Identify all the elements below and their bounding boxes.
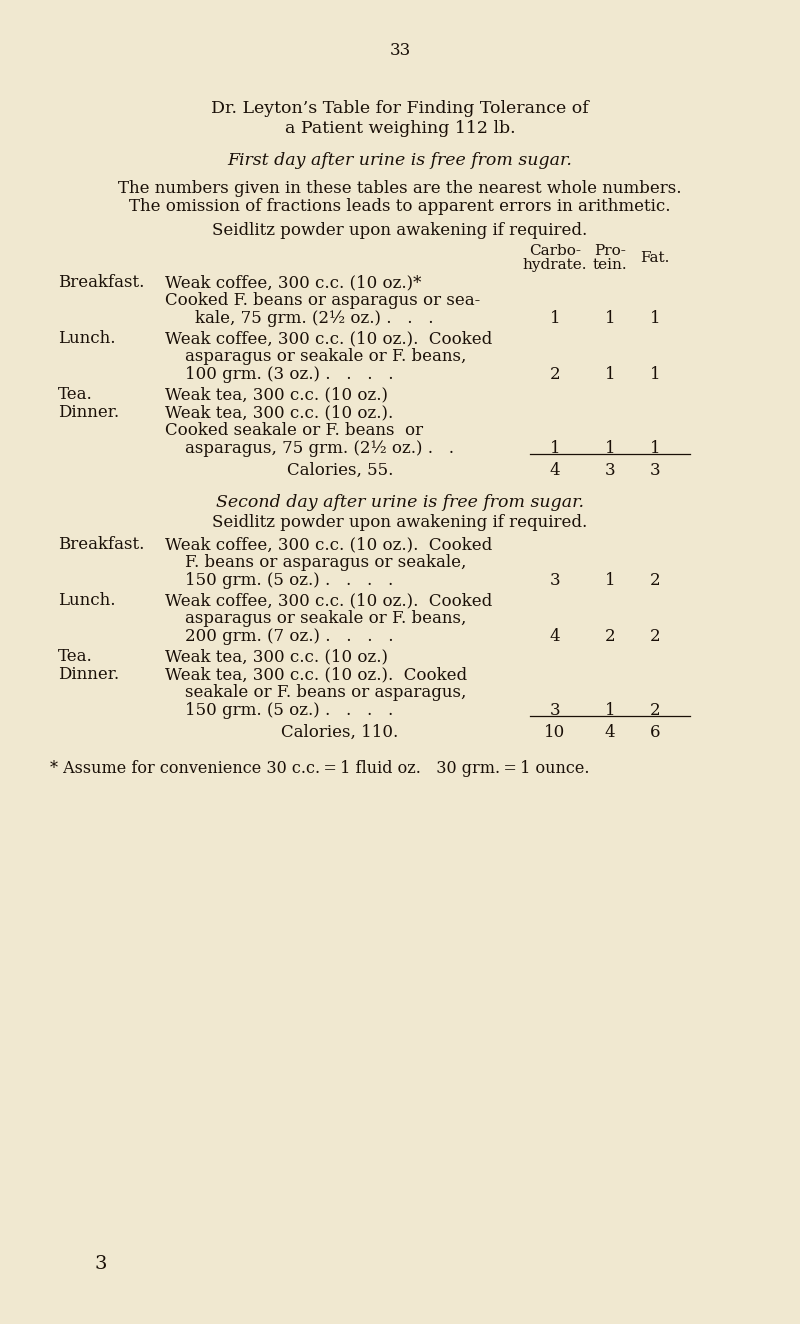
Text: Lunch.: Lunch. [58,592,115,609]
Text: 2: 2 [650,702,660,719]
Text: 2: 2 [605,628,615,645]
Text: The numbers given in these tables are the nearest whole numbers.: The numbers given in these tables are th… [118,180,682,197]
Text: Dr. Leyton’s Table for Finding Tolerance of: Dr. Leyton’s Table for Finding Tolerance… [211,101,589,117]
Text: Cooked F. beans or asparagus or sea-: Cooked F. beans or asparagus or sea- [165,293,480,308]
Text: Breakfast.: Breakfast. [58,536,144,553]
Text: 1: 1 [605,310,615,327]
Text: 6: 6 [650,724,660,741]
Text: 4: 4 [550,462,560,479]
Text: 150 grm. (5 oz.) .   .   .   .: 150 grm. (5 oz.) . . . . [185,572,394,589]
Text: 4: 4 [605,724,615,741]
Text: Breakfast.: Breakfast. [58,274,144,291]
Text: Dinner.: Dinner. [58,666,119,683]
Text: asparagus or seakale or F. beans,: asparagus or seakale or F. beans, [185,610,466,628]
Text: F. beans or asparagus or seakale,: F. beans or asparagus or seakale, [185,553,466,571]
Text: 3: 3 [650,462,660,479]
Text: 3: 3 [550,572,560,589]
Text: 200 grm. (7 oz.) .   .   .   .: 200 grm. (7 oz.) . . . . [185,628,394,645]
Text: 1: 1 [605,440,615,457]
Text: Tea.: Tea. [58,647,93,665]
Text: 150 grm. (5 oz.) .   .   .   .: 150 grm. (5 oz.) . . . . [185,702,394,719]
Text: hydrate.: hydrate. [522,258,587,271]
Text: 1: 1 [605,365,615,383]
Text: Weak tea, 300 c.c. (10 oz.).  Cooked: Weak tea, 300 c.c. (10 oz.). Cooked [165,666,467,683]
Text: 100 grm. (3 oz.) .   .   .   .: 100 grm. (3 oz.) . . . . [185,365,394,383]
Text: asparagus or seakale or F. beans,: asparagus or seakale or F. beans, [185,348,466,365]
Text: Calories, 110.: Calories, 110. [282,724,398,741]
Text: 3: 3 [605,462,615,479]
Text: Lunch.: Lunch. [58,330,115,347]
Text: Weak coffee, 300 c.c. (10 oz.).  Cooked: Weak coffee, 300 c.c. (10 oz.). Cooked [165,330,492,347]
Text: Fat.: Fat. [640,252,670,265]
Text: Calories, 55.: Calories, 55. [287,462,393,479]
Text: seakale or F. beans or asparagus,: seakale or F. beans or asparagus, [185,685,466,700]
Text: 4: 4 [550,628,560,645]
Text: Weak tea, 300 c.c. (10 oz.): Weak tea, 300 c.c. (10 oz.) [165,387,388,402]
Text: Weak coffee, 300 c.c. (10 oz.).  Cooked: Weak coffee, 300 c.c. (10 oz.). Cooked [165,592,492,609]
Text: Cooked seakale or F. beans  or: Cooked seakale or F. beans or [165,422,423,440]
Text: 1: 1 [650,440,660,457]
Text: 3: 3 [95,1255,107,1272]
Text: 1: 1 [550,310,560,327]
Text: Dinner.: Dinner. [58,404,119,421]
Text: 1: 1 [605,702,615,719]
Text: kale, 75 grm. (2½ oz.) .   .   .: kale, 75 grm. (2½ oz.) . . . [195,310,434,327]
Text: Weak tea, 300 c.c. (10 oz.): Weak tea, 300 c.c. (10 oz.) [165,647,388,665]
Text: 1: 1 [550,440,560,457]
Text: Seidlitz powder upon awakening if required.: Seidlitz powder upon awakening if requir… [212,514,588,531]
Text: 1: 1 [650,365,660,383]
Text: Tea.: Tea. [58,387,93,402]
Text: 1: 1 [605,572,615,589]
Text: * Assume for convenience 30 c.c. = 1 fluid oz.   30 grm. = 1 ounce.: * Assume for convenience 30 c.c. = 1 flu… [50,760,590,777]
Text: 3: 3 [550,702,560,719]
Text: Carbo-: Carbo- [529,244,581,258]
Text: 2: 2 [650,628,660,645]
Text: Weak coffee, 300 c.c. (10 oz.)*: Weak coffee, 300 c.c. (10 oz.)* [165,274,422,291]
Text: The omission of fractions leads to apparent errors in arithmetic.: The omission of fractions leads to appar… [130,199,670,214]
Text: 10: 10 [544,724,566,741]
Text: asparagus, 75 grm. (2½ oz.) .   .: asparagus, 75 grm. (2½ oz.) . . [185,440,454,457]
Text: Second day after urine is free from sugar.: Second day after urine is free from suga… [216,494,584,511]
Text: 2: 2 [550,365,560,383]
Text: First day after urine is free from sugar.: First day after urine is free from sugar… [227,152,573,169]
Text: 1: 1 [650,310,660,327]
Text: 33: 33 [390,42,410,60]
Text: Seidlitz powder upon awakening if required.: Seidlitz powder upon awakening if requir… [212,222,588,240]
Text: a Patient weighing 112 lb.: a Patient weighing 112 lb. [285,120,515,136]
Text: tein.: tein. [593,258,627,271]
Text: Pro-: Pro- [594,244,626,258]
Text: Weak tea, 300 c.c. (10 oz.).: Weak tea, 300 c.c. (10 oz.). [165,404,394,421]
Text: Weak coffee, 300 c.c. (10 oz.).  Cooked: Weak coffee, 300 c.c. (10 oz.). Cooked [165,536,492,553]
Text: 2: 2 [650,572,660,589]
